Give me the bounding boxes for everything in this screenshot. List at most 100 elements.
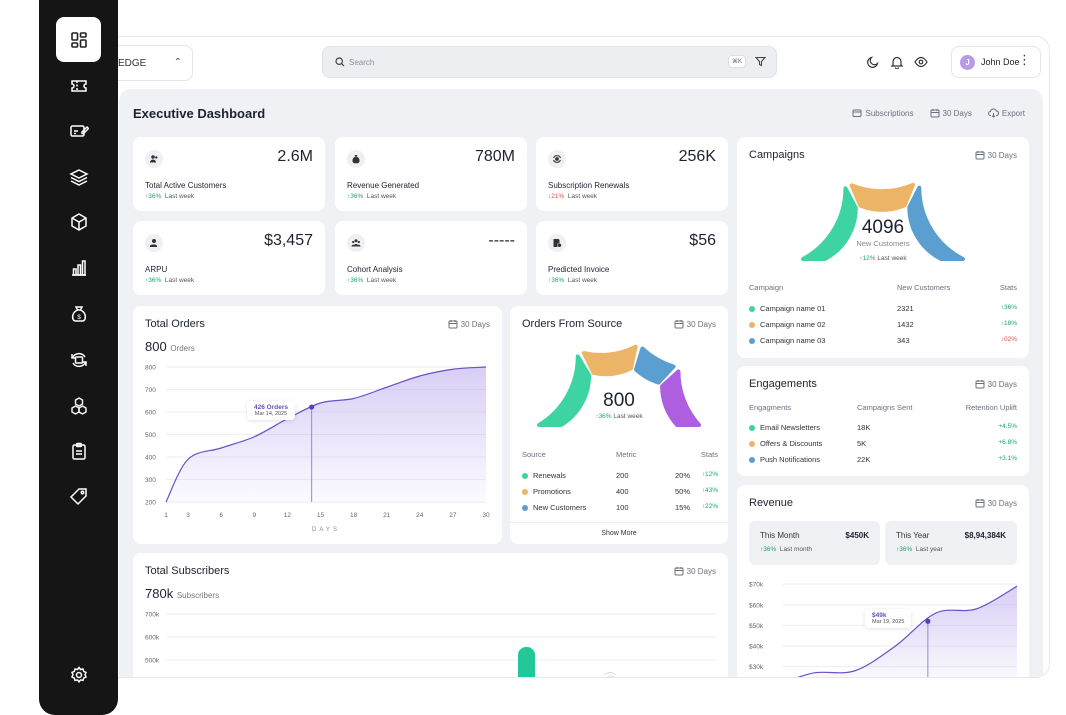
card-title: Engagements (749, 378, 817, 390)
search-bar[interactable]: Search ⌘K (322, 46, 777, 78)
gauge-value: 4096 (861, 217, 905, 238)
gauge-change: ↑12% (859, 255, 876, 262)
date-range-button[interactable]: 30 Days (674, 319, 716, 329)
series-line (165, 366, 487, 503)
row-name: Push Notifications (760, 455, 821, 464)
kpi-period: Last week (567, 193, 598, 200)
campaigns-table: Campaign New Customers Stats Campaign na… (749, 283, 1017, 352)
cubes-icon (70, 396, 87, 415)
col-metric: Metric (616, 450, 637, 459)
gauge-segment (537, 354, 592, 427)
more-vertical-icon[interactable]: ⋮ (1018, 52, 1031, 67)
series-area (166, 367, 486, 502)
row-name: Renewals (533, 471, 566, 480)
gauge-change-row: ↑36% Last week (510, 413, 728, 420)
revenue-card: Revenue 30 Days This Month $450K ↑36% La… (737, 485, 1029, 677)
user-menu[interactable]: J John Doe ⋮ (951, 46, 1041, 78)
main-content: Executive Dashboard Subscriptions 30 Day… (119, 89, 1043, 677)
calendar-icon (975, 499, 985, 508)
summary-value: $8,94,384K (964, 531, 1006, 540)
subscriptions-button[interactable]: Subscriptions (852, 108, 914, 118)
avatar: J (960, 54, 975, 70)
total-subscribers-card: Total Subscribers 30 Days 780k Subscribe… (133, 553, 728, 677)
row-metric: 400 (616, 487, 629, 496)
nav-tags[interactable] (56, 474, 101, 519)
kpi-value: 2.6M (277, 148, 313, 165)
search-icon (335, 57, 345, 67)
orders-unit: Orders (170, 344, 195, 353)
group-icon (347, 234, 365, 252)
eye-icon[interactable] (914, 55, 928, 69)
nav-products[interactable] (56, 199, 101, 244)
calendar-sync-icon (70, 352, 87, 367)
nav-reports[interactable] (56, 428, 101, 473)
date-range-button[interactable]: 30 Days (975, 379, 1017, 389)
export-button[interactable]: Export (987, 108, 1025, 118)
kpi-period: Last week (164, 193, 195, 200)
show-more-button[interactable]: Show More (510, 522, 728, 544)
series-line (797, 585, 1018, 677)
date-range-label: 30 Days (460, 319, 490, 329)
nav-revenue[interactable]: $ (56, 291, 101, 336)
calendar-icon (930, 109, 940, 118)
date-range-button[interactable]: 30 Days (930, 108, 972, 118)
moon-icon[interactable] (866, 55, 880, 69)
kpi-card: ----- Cohort Analysis ↑36% Last week (335, 221, 527, 295)
money-bag-icon (347, 150, 365, 168)
col-campaigns-sent: Campaigns Sent (857, 403, 913, 412)
date-range-label: 30 Days (987, 379, 1017, 389)
nav-billing[interactable] (56, 108, 101, 153)
row-change: ↑43% (701, 487, 718, 494)
dashboard-icon (70, 31, 87, 48)
filter-icon[interactable] (755, 56, 766, 67)
nav-calendar[interactable] (56, 337, 101, 382)
date-range-button[interactable]: 30 Days (448, 319, 490, 329)
nav-layers[interactable] (56, 154, 101, 199)
y-tick-label: 200 (145, 500, 156, 507)
legend-dot (522, 473, 528, 479)
ticket-icon (70, 79, 87, 92)
tooltip-title: $49k (872, 612, 887, 619)
row-sent: 5K (857, 439, 867, 448)
kpi-period: Last week (164, 277, 195, 284)
gauge-segment (907, 185, 965, 261)
date-range-label: 30 Days (987, 150, 1017, 160)
date-range-label: 30 Days (686, 566, 716, 576)
nav-tickets[interactable] (56, 63, 101, 108)
table-row: Offers & Discounts 5K +6.8% (749, 439, 1017, 455)
x-tick-label: 30 (482, 512, 490, 519)
card-title: Campaigns (749, 149, 805, 161)
search-input[interactable]: Search (349, 57, 375, 67)
cloud-download-icon (987, 108, 999, 118)
gauge-value: 800 (603, 390, 635, 411)
date-range-button[interactable]: 30 Days (674, 566, 716, 576)
summary-label: This Month (760, 531, 800, 540)
nav-inventory[interactable] (56, 383, 101, 428)
row-value: 1432 (897, 320, 914, 329)
chart-tooltip: $49k Mar 19, 2025 (865, 609, 912, 628)
calendar-icon (975, 380, 985, 389)
table-row: Campaign name 03 343 ↓02% (749, 336, 1017, 352)
search-shortcut: ⌘K (727, 55, 746, 68)
kpi-change-row: ↑36% Last week (145, 277, 194, 284)
source-table: Source Metric Stats Renewals 200 20% ↑12… (522, 450, 718, 519)
y-tick-label: 300 (145, 477, 156, 484)
bar-chart-icon (71, 259, 86, 276)
x-tick-label: 24 (416, 512, 424, 519)
nav-settings[interactable] (56, 652, 101, 697)
nav-dashboard[interactable] (56, 17, 101, 62)
bell-icon[interactable] (890, 55, 904, 69)
table-row: Email Newsletters 18K +4.5% (749, 423, 1017, 439)
bar (518, 647, 535, 677)
kpi-label: Total Active Customers (145, 181, 227, 190)
date-range-button[interactable]: 30 Days (975, 150, 1017, 160)
revenue-area-chart: $30k $40k $50k $60k $70k (749, 582, 1018, 677)
date-range-button[interactable]: 30 Days (975, 498, 1017, 508)
orders-total: 800 Orders (145, 339, 195, 354)
col-retention: Retention Uplift (965, 403, 1017, 412)
kpi-period: Last week (366, 193, 397, 200)
legend-dot (749, 338, 755, 344)
table-row: Campaign name 02 1432 ↑18% (749, 320, 1017, 336)
data-point (309, 404, 315, 410)
nav-analytics[interactable] (56, 245, 101, 290)
